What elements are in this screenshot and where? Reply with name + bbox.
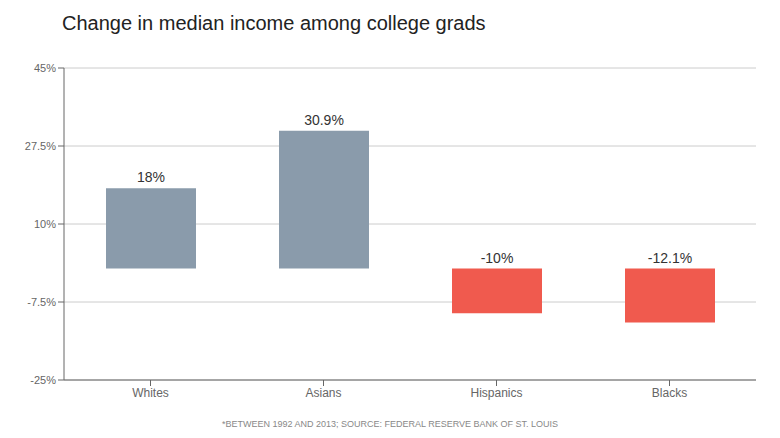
svg-text:10%: 10% bbox=[34, 218, 56, 230]
svg-text:-7.5%: -7.5% bbox=[27, 296, 56, 308]
html-text:*BETWEEN 1992 AND 2013; SOURCE: *BETWEEN 1992 AND 2013; SOURCE: FEDERAL … bbox=[221, 419, 559, 429]
svg-text:Blacks: Blacks bbox=[652, 386, 687, 400]
svg-text:27.5%: 27.5% bbox=[25, 140, 56, 152]
svg-text:Hispanics: Hispanics bbox=[470, 386, 522, 400]
svg-text:18%: 18% bbox=[137, 169, 165, 185]
svg-text:45%: 45% bbox=[34, 62, 56, 74]
svg-text:-25%: -25% bbox=[30, 374, 56, 386]
svg-text:-12.1%: -12.1% bbox=[648, 250, 692, 266]
html-text:Change in median income among: Change in median income among college gr… bbox=[62, 12, 486, 34]
svg-text:Asians: Asians bbox=[305, 386, 341, 400]
svg-text:30.9%: 30.9% bbox=[304, 112, 344, 128]
svg-text:-10%: -10% bbox=[481, 250, 514, 266]
svg-text:Whites: Whites bbox=[132, 386, 169, 400]
